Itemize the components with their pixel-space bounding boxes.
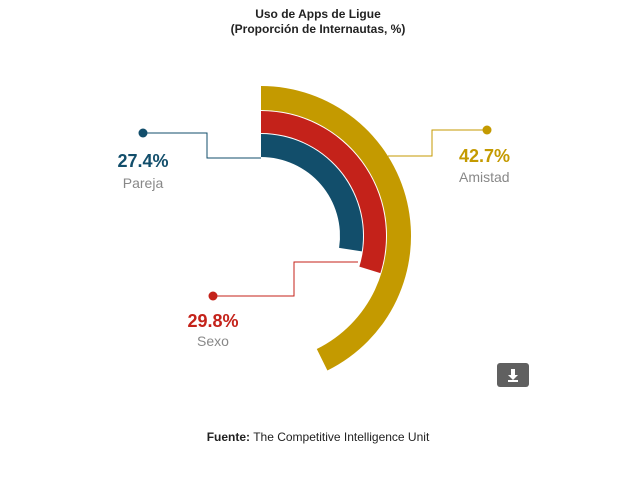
- leader-dot-amistad: [482, 125, 492, 135]
- leader-dot-sexo: [208, 291, 218, 301]
- source-text: The Competitive Intelligence Unit: [253, 430, 430, 444]
- chart-subtitle: (Proporción de Internautas, %): [231, 22, 406, 36]
- chart-source: Fuente: The Competitive Intelligence Uni…: [0, 430, 636, 444]
- value-label-pareja: 27.4%: [117, 151, 168, 171]
- leader-line-sexo: [213, 261, 358, 297]
- download-icon: [508, 369, 518, 382]
- leader-line-pareja: [143, 132, 261, 159]
- download-button[interactable]: [497, 363, 529, 387]
- callouts-layer: 42.7% Amistad 29.8% Sexo 27.4% Pareja: [117, 125, 510, 349]
- bar-sexo[interactable]: [261, 111, 386, 274]
- leader-line-amistad: [388, 129, 487, 157]
- leader-dot-pareja: [138, 128, 148, 138]
- bar-amistad[interactable]: [261, 86, 412, 371]
- bar-pareja[interactable]: [261, 134, 363, 252]
- series-label-pareja: Pareja: [123, 175, 164, 191]
- bars-layer: [261, 86, 412, 371]
- source-label: Fuente:: [206, 430, 251, 444]
- chart-title: Uso de Apps de Ligue: [255, 7, 381, 21]
- series-label-amistad: Amistad: [459, 169, 510, 185]
- value-label-sexo: 29.8%: [187, 311, 238, 331]
- series-label-sexo: Sexo: [197, 333, 229, 349]
- value-label-amistad: 42.7%: [459, 146, 510, 166]
